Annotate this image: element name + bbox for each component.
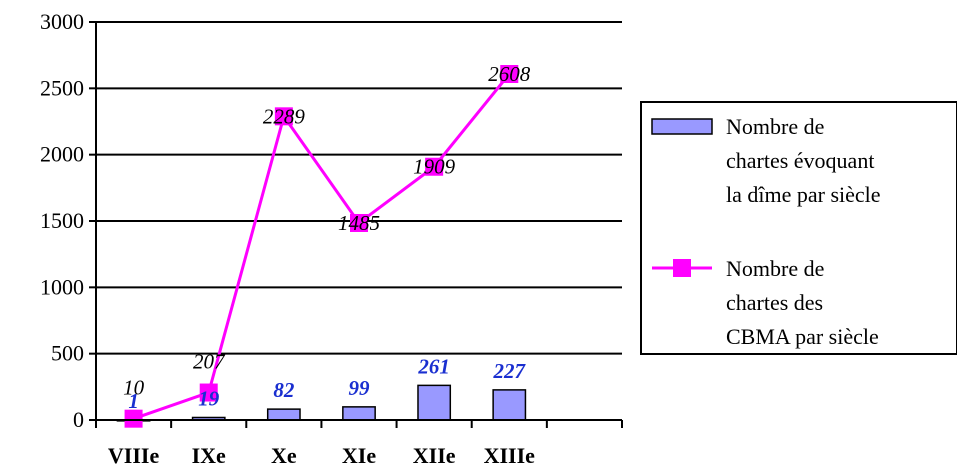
line-marker <box>350 213 368 232</box>
line-data-label: 1485 <box>338 211 380 235</box>
bar-data-label: 227 <box>493 359 527 383</box>
y-tick-label: 1500 <box>40 208 84 233</box>
bar <box>266 408 301 421</box>
gridlines <box>96 21 622 355</box>
x-category-label: XIIe <box>413 443 456 468</box>
y-tick-label: 0 <box>73 407 84 432</box>
line-marker <box>199 383 218 402</box>
legend-label: la dîme par siècle <box>726 182 881 207</box>
x-category-label: XIe <box>342 443 376 468</box>
bar <box>492 389 527 421</box>
legend-label: Nombre de <box>726 114 824 139</box>
x-category-label: VIIIe <box>108 443 160 468</box>
line-series <box>124 65 519 428</box>
bar <box>417 384 452 421</box>
line-marker <box>124 409 143 428</box>
x-axis-categories: VIIIe IXe Xe XIe XIIe XIIIe <box>108 443 535 468</box>
line-data-label: 1909 <box>413 155 456 179</box>
y-tick-label: 500 <box>51 341 84 366</box>
y-tick-label: 2000 <box>40 142 84 167</box>
legend: Nombre de chartes évoquant la dîme par siè… <box>640 101 957 355</box>
line-marker <box>500 65 519 84</box>
legend-label: chartes évoquant <box>726 148 874 173</box>
bar <box>342 406 376 421</box>
bar-data-label: 261 <box>417 354 450 378</box>
y-axis-ticks: 0 500 1000 1500 2000 2500 3000 <box>40 9 96 432</box>
line-data-label: 2289 <box>263 104 306 128</box>
line-path <box>133 73 511 421</box>
line-marker <box>274 107 293 126</box>
x-category-label: IXe <box>192 443 226 468</box>
legend-label: Nombre de <box>726 256 824 281</box>
bar-data-label: 1 <box>128 389 139 413</box>
data-labels: 1 19 82 99 261 227 10 207 2289 1485 1909 2608 <box>123 62 531 413</box>
legend-swatch-marker <box>673 259 691 277</box>
y-tick-label: 3000 <box>40 9 84 34</box>
line-marker <box>425 157 444 176</box>
legend-label: chartes des <box>726 290 823 315</box>
bar-data-label: 99 <box>349 376 371 400</box>
legend-swatch-bar <box>651 118 713 135</box>
line-data-label: 10 <box>123 376 145 400</box>
bar-data-label: 19 <box>198 386 220 410</box>
x-category-label: Xe <box>271 443 297 468</box>
axes <box>95 22 623 428</box>
line-data-label: 207 <box>193 350 226 374</box>
x-category-label: XIIIe <box>484 443 536 468</box>
legend-box <box>640 101 957 355</box>
y-tick-label: 2500 <box>40 75 84 100</box>
line-data-label: 2608 <box>488 62 531 86</box>
legend-label: CBMA par siècle <box>726 324 879 349</box>
y-tick-label: 1000 <box>40 274 84 299</box>
bar-data-label: 82 <box>273 378 295 402</box>
